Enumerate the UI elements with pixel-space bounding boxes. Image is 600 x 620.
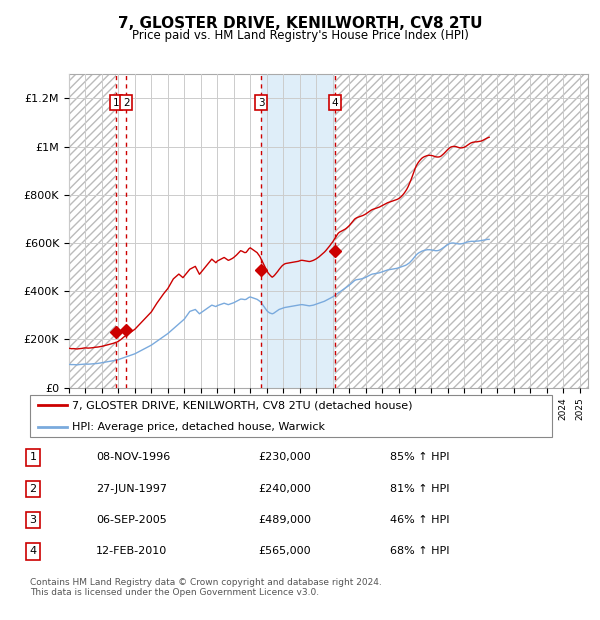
- Text: 46% ↑ HPI: 46% ↑ HPI: [390, 515, 449, 525]
- Text: 12-FEB-2010: 12-FEB-2010: [96, 546, 167, 556]
- Bar: [69, 74, 116, 388]
- Text: 06-SEP-2005: 06-SEP-2005: [96, 515, 167, 525]
- FancyBboxPatch shape: [30, 395, 552, 437]
- Text: £230,000: £230,000: [258, 453, 311, 463]
- Text: 3: 3: [258, 97, 265, 108]
- Text: 81% ↑ HPI: 81% ↑ HPI: [390, 484, 449, 494]
- Text: £565,000: £565,000: [258, 546, 311, 556]
- Text: £240,000: £240,000: [258, 484, 311, 494]
- Text: 3: 3: [29, 515, 37, 525]
- Bar: [261, 74, 335, 388]
- Text: 1: 1: [29, 453, 37, 463]
- Text: 1: 1: [113, 97, 119, 108]
- Text: 68% ↑ HPI: 68% ↑ HPI: [390, 546, 449, 556]
- Text: 4: 4: [331, 97, 338, 108]
- Bar: [335, 74, 596, 388]
- Text: Price paid vs. HM Land Registry's House Price Index (HPI): Price paid vs. HM Land Registry's House …: [131, 29, 469, 42]
- Text: HPI: Average price, detached house, Warwick: HPI: Average price, detached house, Warw…: [72, 422, 325, 432]
- Text: 7, GLOSTER DRIVE, KENILWORTH, CV8 2TU (detached house): 7, GLOSTER DRIVE, KENILWORTH, CV8 2TU (d…: [72, 401, 412, 410]
- Text: 2: 2: [123, 97, 130, 108]
- Text: 08-NOV-1996: 08-NOV-1996: [96, 453, 170, 463]
- Text: 4: 4: [29, 546, 37, 556]
- Bar: [69, 74, 116, 388]
- Text: £489,000: £489,000: [258, 515, 311, 525]
- Text: 7, GLOSTER DRIVE, KENILWORTH, CV8 2TU: 7, GLOSTER DRIVE, KENILWORTH, CV8 2TU: [118, 16, 482, 30]
- Text: 85% ↑ HPI: 85% ↑ HPI: [390, 453, 449, 463]
- Bar: [335, 74, 596, 388]
- Text: 27-JUN-1997: 27-JUN-1997: [96, 484, 167, 494]
- Text: Contains HM Land Registry data © Crown copyright and database right 2024.
This d: Contains HM Land Registry data © Crown c…: [30, 578, 382, 597]
- Text: 2: 2: [29, 484, 37, 494]
